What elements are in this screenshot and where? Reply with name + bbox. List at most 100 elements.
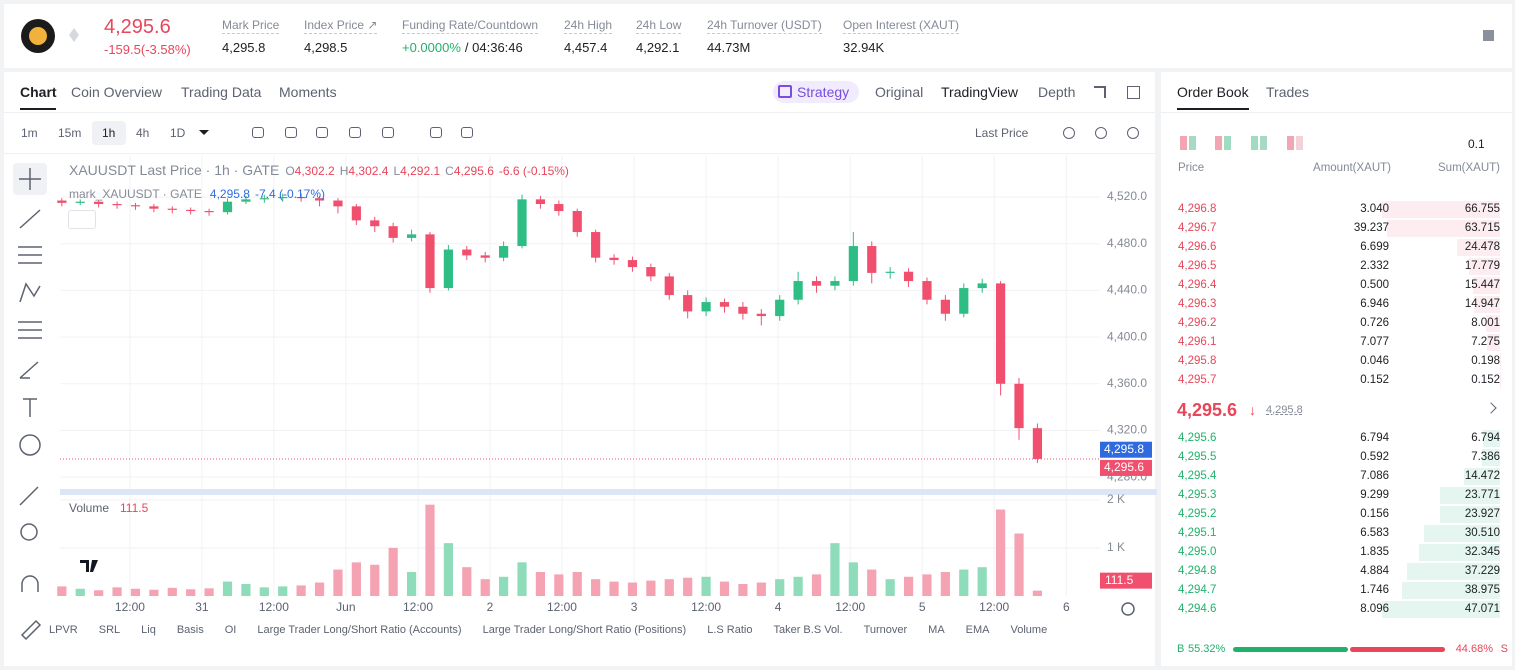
tv-logo <box>80 560 98 572</box>
ob-row[interactable]: 4,294.7 1.746 38.975 <box>1162 581 1512 600</box>
ob-row[interactable]: 4,295.0 1.835 32.345 <box>1162 543 1512 562</box>
view-mode[interactable] <box>1215 136 1231 150</box>
ob-row[interactable]: 4,296.8 3.040 66.755 <box>1162 200 1512 219</box>
ob-row[interactable]: 4,296.2 0.726 8.001 <box>1162 314 1512 333</box>
chart-tab[interactable]: Trading Data <box>181 84 262 100</box>
indicator[interactable]: Taker B.S Vol. <box>773 624 843 636</box>
indicator[interactable]: Volume <box>1010 624 1048 636</box>
ob-row[interactable]: 4,296.7 39.237 63.715 <box>1162 219 1512 238</box>
toolbar-icon[interactable] <box>1127 127 1139 139</box>
toolbar-icon[interactable] <box>430 127 442 138</box>
layout-icon[interactable] <box>1483 30 1494 41</box>
ob-row[interactable]: 4,295.5 0.592 7.386 <box>1162 448 1512 467</box>
indicator[interactable]: L.S Ratio <box>707 624 753 636</box>
chart-settings[interactable] <box>1121 602 1135 616</box>
favorite-star[interactable] <box>69 28 79 42</box>
indicator[interactable]: Large Trader Long/Short Ratio (Accounts) <box>257 624 462 636</box>
collapse-button[interactable] <box>68 210 96 229</box>
ob-tab[interactable]: Order Book <box>1177 84 1249 100</box>
view-mode[interactable] <box>1251 136 1267 150</box>
volume-bar <box>388 547 398 596</box>
candle-body <box>94 201 104 205</box>
ob-row[interactable]: 4,296.6 6.699 24.478 <box>1162 238 1512 257</box>
interval[interactable]: 1m <box>21 126 38 140</box>
ob-row[interactable]: 4,296.4 0.500 15.447 <box>1162 276 1512 295</box>
chart-tab[interactable]: Chart <box>20 84 57 100</box>
tool-text[interactable] <box>23 398 37 417</box>
indicator[interactable]: LPVR <box>49 624 78 636</box>
ob-row[interactable]: 4,295.4 7.086 14.472 <box>1162 467 1512 486</box>
tool-fib[interactable] <box>18 321 42 339</box>
indicator[interactable]: SRL <box>98 624 121 636</box>
candle-body <box>664 276 674 296</box>
tool-line[interactable] <box>19 209 41 229</box>
price-change: -159.5(-3.58%) <box>104 42 191 57</box>
ob-sum: 0.198 <box>1471 355 1500 367</box>
ob-row[interactable]: 4,295.6 6.794 6.794 <box>1162 429 1512 448</box>
step-select[interactable]: 0.1 <box>1468 137 1485 151</box>
ob-row[interactable]: 4,294.6 8.096 47.071 <box>1162 600 1512 619</box>
toolbar-icon[interactable] <box>316 127 328 138</box>
tool-zoom[interactable] <box>20 523 38 541</box>
ob-row[interactable]: 4,294.8 4.884 37.229 <box>1162 562 1512 581</box>
ob-sum: 7.275 <box>1471 336 1500 348</box>
interval[interactable]: 4h <box>136 126 150 140</box>
ob-price: 4,296.7 <box>1178 222 1217 234</box>
chart-tab[interactable]: Moments <box>279 84 337 100</box>
interval[interactable]: 1D <box>170 126 186 140</box>
tool-cursor[interactable] <box>19 168 41 190</box>
ob-row[interactable]: 4,295.1 6.583 30.510 <box>1162 524 1512 543</box>
interval[interactable]: 15m <box>58 126 82 140</box>
indicator[interactable]: OI <box>224 624 237 636</box>
view-tab[interactable]: Depth <box>1038 84 1076 100</box>
indicator[interactable]: Large Trader Long/Short Ratio (Positions… <box>482 624 687 636</box>
x-tick-label: 12:00 <box>259 600 289 614</box>
tool-brush[interactable] <box>19 361 39 379</box>
tool-emoji[interactable] <box>19 434 41 456</box>
view-mode[interactable] <box>1287 136 1303 150</box>
view-tab[interactable]: TradingView <box>941 84 1019 100</box>
toolbar-icon[interactable] <box>252 127 264 138</box>
volume-bar <box>830 543 840 596</box>
ob-price: 4,295.6 <box>1178 432 1217 444</box>
toolbar-icon[interactable] <box>461 127 473 138</box>
tool-pattern[interactable] <box>19 282 41 303</box>
view-tab[interactable]: Strategy <box>797 84 850 100</box>
toolbar-icon[interactable] <box>382 127 394 138</box>
stat-value: 4,457.4 <box>564 40 612 55</box>
ob-row[interactable]: 4,295.7 0.152 0.152 <box>1162 371 1512 390</box>
ob-row[interactable]: 4,296.1 7.077 7.275 <box>1162 333 1512 352</box>
tool-hlines[interactable] <box>18 246 42 264</box>
ob-row[interactable]: 4,295.3 9.299 23.771 <box>1162 486 1512 505</box>
price-type[interactable]: Last Price <box>975 126 1029 140</box>
volume-value: 111.5 <box>120 501 149 515</box>
plot: 4,280.04,320.04,360.04,400.04,440.04,480… <box>57 155 1157 614</box>
tool-magnet[interactable] <box>21 575 39 592</box>
tool-ruler[interactable] <box>19 486 39 506</box>
ob-amount: 6.583 <box>1360 527 1389 539</box>
indicator[interactable]: MA <box>928 624 945 636</box>
volume-bar <box>535 571 546 596</box>
indicator[interactable]: Liq <box>141 624 156 636</box>
depth-bar <box>1487 334 1500 351</box>
toolbar-icon[interactable] <box>1095 127 1107 139</box>
ob-row[interactable]: 4,296.5 2.332 17.779 <box>1162 257 1512 276</box>
ob-row[interactable]: 4,296.3 6.946 14.947 <box>1162 295 1512 314</box>
view-tab[interactable]: Original <box>875 84 924 100</box>
ob-row[interactable]: 4,295.8 0.046 0.198 <box>1162 352 1512 371</box>
ob-tab[interactable]: Trades <box>1266 84 1310 100</box>
indicator[interactable]: EMA <box>965 624 990 636</box>
price-tag-label: 4,295.8 <box>1104 442 1144 456</box>
chart-tab[interactable]: Coin Overview <box>71 84 163 100</box>
tool-pencil[interactable] <box>20 619 42 641</box>
ob-row[interactable]: 4,295.2 0.156 23.927 <box>1162 505 1512 524</box>
toolbar-icon[interactable] <box>1063 127 1075 139</box>
view-mode[interactable] <box>1180 136 1196 150</box>
candle-body <box>756 313 766 317</box>
toolbar-icon[interactable] <box>349 127 361 138</box>
indicator[interactable]: Basis <box>176 624 204 636</box>
toolbar-icon[interactable] <box>285 127 297 138</box>
indicator[interactable]: Turnover <box>863 624 908 636</box>
stat-value-text: 4,292.1 <box>636 40 680 55</box>
interval[interactable]: 1h <box>102 126 116 140</box>
